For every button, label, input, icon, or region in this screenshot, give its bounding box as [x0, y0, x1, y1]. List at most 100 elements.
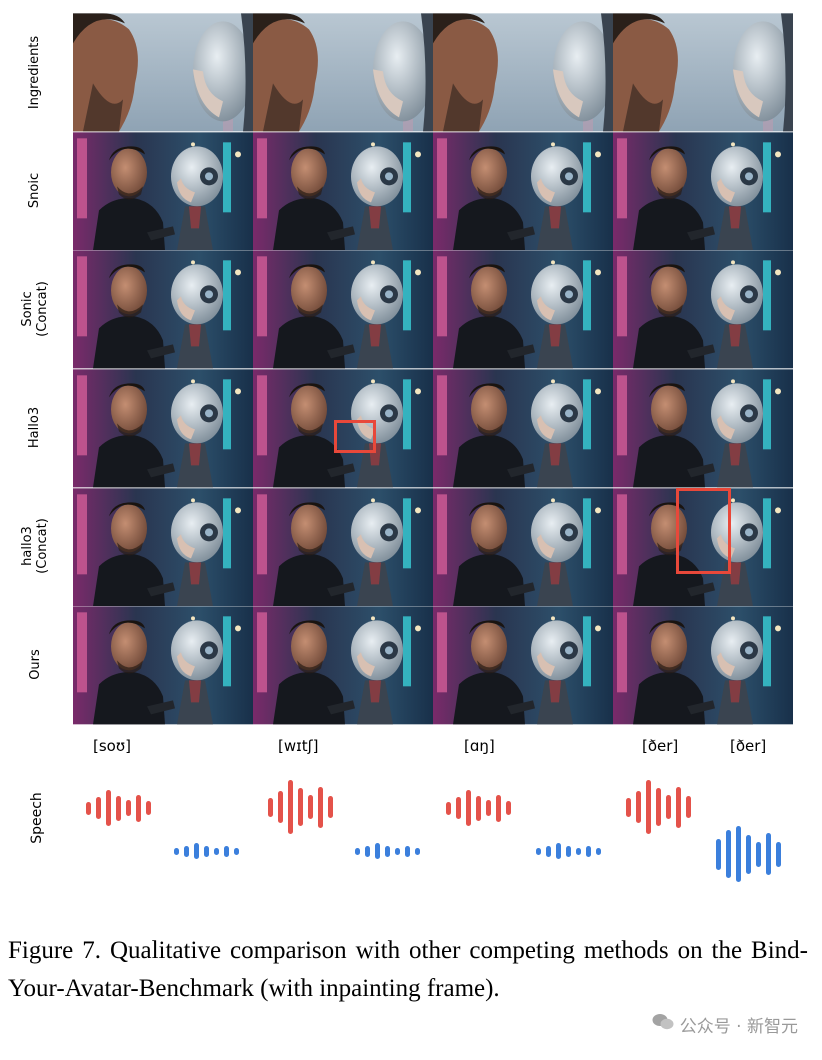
hallo3-concat-frame — [73, 487, 253, 607]
speech-waveform-red — [268, 780, 333, 834]
ingredients-frame — [613, 13, 793, 132]
ours-frame — [73, 606, 253, 725]
comparison-image-grid — [73, 13, 793, 725]
waveform-bar — [126, 800, 131, 816]
waveform-bar — [365, 845, 370, 857]
waveform-bar — [355, 847, 360, 855]
waveform-bar — [146, 801, 151, 815]
speech-waveform-red — [626, 780, 691, 834]
waveform-bar — [666, 795, 671, 819]
waveform-bar — [656, 788, 661, 826]
snoic-frame — [73, 131, 253, 251]
waveform-bar — [194, 843, 199, 859]
waveform-bar — [726, 830, 731, 878]
waveform-bar — [776, 841, 781, 867]
ours-frame — [433, 606, 613, 725]
waveform-bar — [375, 843, 380, 859]
speech-waveform-blue — [355, 842, 420, 860]
waveform-bar — [328, 796, 333, 818]
phoneme-label: [ɑŋ] — [464, 737, 495, 755]
hallo3-concat-frame — [433, 487, 613, 607]
figure-caption: Figure 7. Qualitative comparison with ot… — [8, 937, 808, 1002]
waveform-bar — [636, 791, 641, 823]
sonic-concat-frame — [613, 250, 793, 369]
waveform-bar — [446, 801, 451, 815]
waveform-bar — [746, 834, 751, 874]
sonic-concat-frame — [433, 250, 613, 369]
waveform-bar — [395, 847, 400, 855]
waveform-bar — [756, 841, 761, 867]
waveform-bar — [136, 794, 141, 822]
waveform-bar — [184, 845, 189, 857]
hallo3-frame — [433, 369, 613, 488]
waveform-bar — [546, 845, 551, 857]
waveform-bar — [385, 845, 390, 857]
watermark: 公众号 · 新智元 — [652, 1012, 798, 1037]
waveform-bar — [224, 845, 229, 857]
hallo3-frame — [613, 369, 793, 488]
row-label-sonic-concat: Sonic (Concat) — [20, 281, 50, 337]
hallo3-concat-frame — [253, 487, 433, 607]
waveform-bar — [318, 786, 323, 828]
waveform-bar — [686, 796, 691, 818]
waveform-bar — [415, 847, 420, 855]
waveform-bar — [174, 847, 179, 855]
waveform-bar — [596, 847, 601, 855]
row-label-snoic: Snoic — [27, 172, 43, 208]
waveform-bar — [566, 845, 571, 857]
speech-waveform-blue — [174, 842, 239, 860]
wechat-icon — [652, 1013, 674, 1036]
waveform-bar — [676, 786, 681, 828]
ingredients-frame — [433, 13, 613, 132]
waveform-bar — [766, 833, 771, 875]
phoneme-label: [wɪtʃ] — [278, 737, 319, 755]
waveform-bar — [736, 826, 741, 882]
snoic-frame — [433, 131, 613, 251]
waveform-bar — [278, 791, 283, 823]
snoic-frame — [613, 131, 793, 251]
speech-waveform-red — [86, 790, 151, 826]
sonic-concat-frame — [253, 250, 433, 369]
speech-label: Speech — [28, 792, 45, 844]
waveform-bar — [288, 780, 293, 834]
waveform-bar — [298, 788, 303, 826]
row-label-ours: Ours — [27, 648, 43, 680]
waveform-bar — [576, 847, 581, 855]
highlight-box-hallo3-concat-face — [676, 488, 731, 574]
speech-waveform-red — [446, 790, 511, 826]
waveform-bar — [214, 847, 219, 855]
waveform-bar — [506, 801, 511, 815]
waveform-bar — [536, 847, 541, 855]
waveform-bar — [268, 797, 273, 817]
speech-waveform-blue — [716, 826, 781, 882]
waveform-bar — [626, 797, 631, 817]
waveform-bar — [308, 795, 313, 819]
waveform-bar — [116, 795, 121, 821]
waveform-bar — [496, 794, 501, 822]
waveform-bar — [96, 797, 101, 819]
highlight-box-hallo3-mouth — [334, 420, 376, 453]
waveform-bar — [716, 838, 721, 870]
row-label-hallo3-concat: hallo3 (Concat) — [20, 518, 50, 574]
waveform-bar — [456, 797, 461, 819]
waveform-bar — [466, 790, 471, 826]
waveform-bar — [556, 843, 561, 859]
row-label-ingredients: Ingredients — [27, 35, 43, 109]
waveform-bar — [405, 845, 410, 857]
waveform-bar — [86, 801, 91, 815]
snoic-frame — [253, 131, 433, 251]
phoneme-label: [ðer] — [730, 737, 767, 755]
waveform-bar — [586, 845, 591, 857]
phoneme-label: [ðer] — [642, 737, 679, 755]
waveform-bar — [234, 847, 239, 855]
ours-frame — [253, 606, 433, 725]
ours-frame — [613, 606, 793, 725]
sonic-concat-frame — [73, 250, 253, 369]
ingredients-frame — [253, 13, 433, 132]
speech-waveform-blue — [536, 842, 601, 860]
hallo3-frame — [73, 369, 253, 488]
phoneme-label: [soʊ] — [93, 737, 131, 755]
waveform-bar — [476, 795, 481, 821]
waveform-bar — [106, 790, 111, 826]
row-label-hallo3: Hallo3 — [27, 406, 43, 448]
